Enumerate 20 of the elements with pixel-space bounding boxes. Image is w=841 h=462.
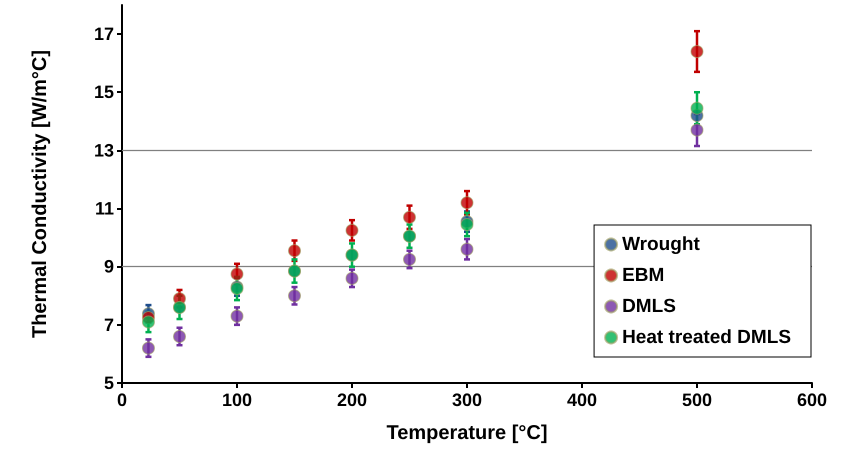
legend-label: Wrought — [622, 234, 700, 255]
legend-label: EBM — [622, 265, 664, 286]
x-tick-label: 0 — [116, 390, 128, 410]
legend-label: DMLS — [622, 296, 676, 317]
x-axis-title: Temperature [°C] — [386, 422, 548, 444]
y-tick-label: 13 — [94, 140, 114, 160]
x-tick-label: 300 — [452, 390, 482, 410]
x-tick-label: 100 — [222, 390, 252, 410]
y-tick-label: 9 — [104, 256, 114, 277]
y-axis-title: Thermal Conductivity [W/m°C] — [29, 50, 51, 338]
y-tick-label: 5 — [104, 373, 114, 393]
legend-label: Heat treated DMLS — [622, 327, 791, 348]
x-tick-label: 600 — [796, 390, 828, 410]
x-tick-label: 500 — [682, 390, 712, 410]
y-tick-label: 11 — [94, 198, 114, 219]
y-tick-label: 15 — [94, 82, 114, 102]
x-tick-label: 400 — [566, 390, 598, 410]
y-tick-label: 17 — [94, 24, 114, 44]
y-tick-label: 7 — [104, 314, 114, 335]
x-tick-label: 200 — [336, 390, 368, 410]
